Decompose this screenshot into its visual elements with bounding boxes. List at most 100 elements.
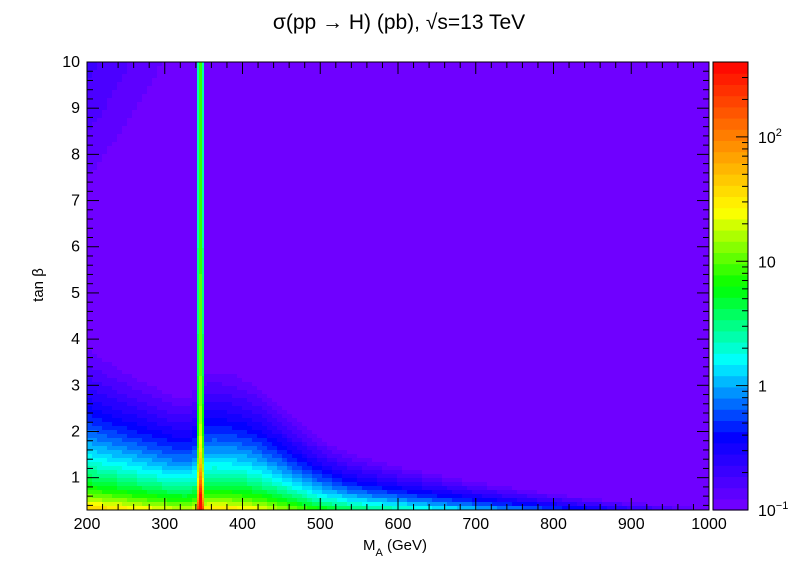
heatmap-cell: [212, 282, 218, 287]
heatmap-cell: [182, 310, 188, 315]
heatmap-cell: [207, 334, 213, 339]
heatmap-cell: [182, 502, 188, 507]
heatmap-cell: [117, 502, 123, 507]
heatmap-cell: [87, 450, 93, 455]
heatmap-cell: [227, 186, 233, 191]
heatmap-cell: [107, 106, 113, 111]
heatmap-cell: [202, 130, 208, 135]
heatmap-cell: [287, 386, 293, 391]
heatmap-cell: [97, 434, 103, 439]
heatmap-cell: [157, 362, 163, 367]
heatmap-cell: [167, 298, 173, 303]
heatmap-cell: [157, 390, 163, 395]
heatmap-cell: [222, 346, 228, 351]
heatmap-cell: [172, 98, 178, 103]
heatmap-cell: [117, 178, 123, 183]
heatmap-cell: [152, 362, 158, 367]
heatmap-cell: [167, 126, 173, 131]
heatmap-cell: [292, 98, 298, 103]
heatmap-cell: [102, 86, 108, 91]
heatmap-cell: [272, 378, 278, 383]
heatmap-cell: [162, 438, 168, 443]
heatmap-cell: [112, 138, 118, 143]
heatmap-cell: [127, 426, 133, 431]
heatmap-cell: [247, 126, 253, 131]
heatmap-cell: [277, 478, 283, 483]
heatmap-cell: [187, 266, 193, 271]
heatmap-cell: [242, 118, 248, 123]
heatmap-cell: [297, 418, 303, 423]
heatmap-cell: [192, 206, 198, 211]
heatmap-cell: [132, 398, 138, 403]
heatmap-cell: [157, 422, 163, 427]
heatmap-cell: [212, 438, 218, 443]
heatmap-cell: [287, 426, 293, 431]
heatmap-cell: [127, 410, 133, 415]
heatmap-cell: [107, 158, 113, 163]
heatmap-cell: [232, 150, 238, 155]
heatmap-cell: [272, 198, 278, 203]
heatmap-cell: [122, 314, 128, 319]
heatmap-cell: [137, 398, 143, 403]
heatmap-cell: [272, 314, 278, 319]
heatmap-cell: [217, 82, 223, 87]
heatmap-cell: [102, 314, 108, 319]
heatmap-cell: [157, 382, 163, 387]
heatmap-cell: [302, 234, 308, 239]
heatmap-cell: [112, 210, 118, 215]
heatmap-cell: [297, 110, 303, 115]
heatmap-cell: [127, 298, 133, 303]
heatmap-cell: [137, 410, 143, 415]
heatmap-cell: [172, 82, 178, 87]
heatmap-cell: [92, 334, 98, 339]
heatmap-cell: [147, 322, 153, 327]
heatmap-cell: [137, 130, 143, 135]
heatmap-cell: [292, 202, 298, 207]
heatmap-cell: [152, 378, 158, 383]
heatmap-cell: [292, 366, 298, 371]
heatmap-cell: [87, 502, 93, 507]
heatmap-cell: [187, 414, 193, 419]
heatmap-cell: [207, 350, 213, 355]
heatmap-cell: [277, 486, 283, 491]
heatmap-cell: [152, 62, 158, 67]
heatmap-cell: [237, 326, 243, 331]
heatmap-cell: [187, 494, 193, 499]
heatmap-cell: [272, 498, 278, 503]
heatmap-cell: [87, 478, 93, 483]
heatmap-cell: [282, 302, 288, 307]
heatmap-cell: [127, 322, 133, 327]
heatmap-cell: [222, 330, 228, 335]
heatmap-cell: [117, 478, 123, 483]
heatmap-cell: [152, 82, 158, 87]
heatmap-cell: [147, 326, 153, 331]
heatmap-cell: [182, 358, 188, 363]
heatmap-cell: [112, 466, 118, 471]
heatmap-cell: [252, 494, 258, 499]
heatmap-cell: [92, 482, 98, 487]
heatmap-cell: [242, 342, 248, 347]
heatmap-cell: [252, 118, 258, 123]
heatmap-cell: [137, 162, 143, 167]
heatmap-cell: [92, 274, 98, 279]
heatmap-cell: [242, 206, 248, 211]
heatmap-cell: [167, 386, 173, 391]
heatmap-cell: [252, 434, 258, 439]
heatmap-cell: [237, 350, 243, 355]
heatmap-cell: [272, 494, 278, 499]
heatmap-cell: [172, 470, 178, 475]
heatmap-cell: [142, 438, 148, 443]
heatmap-cell: [202, 382, 208, 387]
heatmap-cell: [172, 246, 178, 251]
heatmap-cell: [277, 66, 283, 71]
heatmap-cell: [282, 442, 288, 447]
heatmap-cell: [112, 386, 118, 391]
heatmap-cell: [182, 178, 188, 183]
heatmap-cell: [132, 90, 138, 95]
heatmap-cell: [117, 270, 123, 275]
heatmap-cell: [217, 402, 223, 407]
heatmap-cell: [237, 198, 243, 203]
heatmap-cell: [92, 242, 98, 247]
heatmap-cell: [217, 330, 223, 335]
heatmap-cell: [207, 342, 213, 347]
